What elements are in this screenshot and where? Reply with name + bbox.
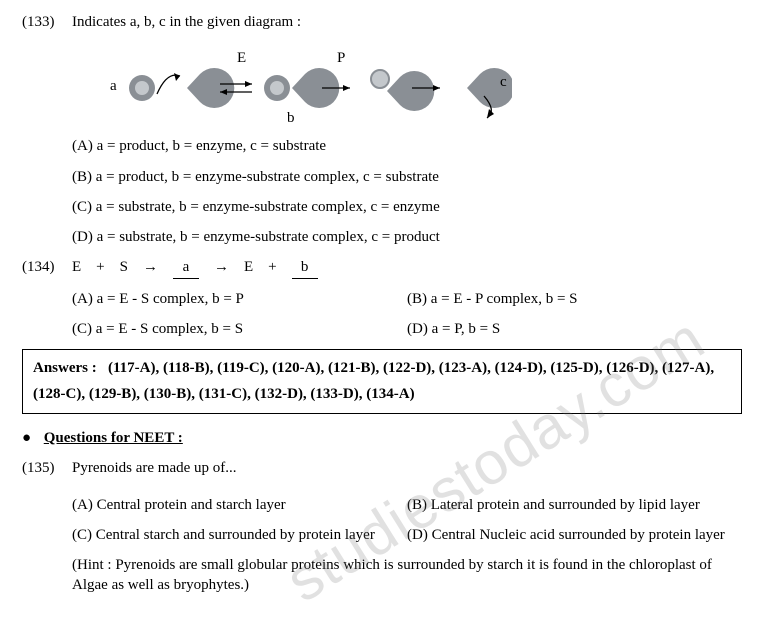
diagram-svg: a E b P c <box>92 46 512 126</box>
question-title: Indicates a, b, c in the given diagram : <box>72 12 742 32</box>
answers-text: (117-A), (118-B), (119-C), (120-A), (121… <box>33 360 714 402</box>
label-c: c <box>500 74 507 90</box>
q133-option-b: (B) a = product, b = enzyme-substrate co… <box>72 167 742 187</box>
question-135: (135) Pyrenoids are made up of... <box>22 458 742 484</box>
question-title: Pyrenoids are made up of... <box>72 458 742 478</box>
q135-option-a: (A) Central protein and starch layer <box>72 495 407 515</box>
enzyme-diagram: a E b P c <box>92 46 742 126</box>
q134-option-d: (D) a = P, b = S <box>407 319 742 339</box>
equation-line: E + S → a → E + b <box>72 257 742 278</box>
answers-box: Answers : (117-A), (118-B), (119-C), (12… <box>22 349 742 414</box>
label-a: a <box>110 78 117 94</box>
question-133: (133) Indicates a, b, c in the given dia… <box>22 12 742 38</box>
q135-option-d: (D) Central Nucleic acid surrounded by p… <box>407 525 742 545</box>
question-number: (133) <box>22 12 72 38</box>
q135-option-c: (C) Central starch and surrounded by pro… <box>72 525 407 545</box>
q133-option-c: (C) a = substrate, b = enzyme-substrate … <box>72 197 742 217</box>
q134-option-a: (A) a = E - S complex, b = P <box>72 289 407 309</box>
bullet-icon: ● <box>22 428 40 448</box>
q135-option-b: (B) Lateral protein and surrounded by li… <box>407 495 742 515</box>
question-134: (134) E + S → a → E + b <box>22 257 742 278</box>
question-number: (135) <box>22 458 72 484</box>
q134-option-c: (C) a = E - S complex, b = S <box>72 319 407 339</box>
label-P: P <box>337 50 345 66</box>
eq-mid: → E + <box>214 259 277 275</box>
blank-a: a <box>173 257 199 278</box>
q134-option-b: (B) a = E - P complex, b = S <box>407 289 742 309</box>
q134-options: (A) a = E - S complex, b = P (B) a = E -… <box>72 289 742 340</box>
blank-b: b <box>292 257 318 278</box>
eq-lhs: E + S → <box>72 259 158 275</box>
q133-options: (A) a = product, b = enzyme, c = substra… <box>72 136 742 247</box>
label-b: b <box>287 110 295 126</box>
question-number: (134) <box>22 257 72 278</box>
q135-options: (A) Central protein and starch layer (B)… <box>72 495 742 546</box>
label-E: E <box>237 50 246 66</box>
section-title: Questions for NEET : <box>44 430 183 446</box>
q133-option-d: (D) a = substrate, b = enzyme-substrate … <box>72 227 742 247</box>
section-heading: ● Questions for NEET : <box>22 428 742 448</box>
q133-option-a: (A) a = product, b = enzyme, c = substra… <box>72 136 742 156</box>
answers-label: Answers : <box>33 360 97 376</box>
q135-hint: (Hint : Pyrenoids are small globular pro… <box>72 555 742 596</box>
